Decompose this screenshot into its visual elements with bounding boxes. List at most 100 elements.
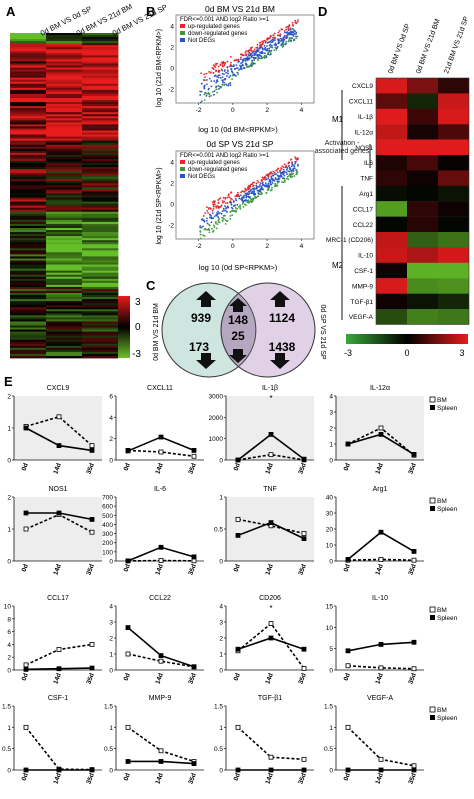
scatter-point <box>249 197 252 200</box>
chart-title: CCL22 <box>149 595 171 602</box>
scatter-point <box>200 90 203 93</box>
scatter-point <box>208 93 211 96</box>
scatter-point <box>203 99 206 101</box>
chart-ytick-label: 2 <box>109 636 113 643</box>
heatmap-a-cell <box>82 144 119 148</box>
scatter-point <box>236 191 239 194</box>
heatmap-a-cell <box>10 323 47 326</box>
legend-spleen-label: Spleen <box>437 615 458 622</box>
heatmap-a-cell <box>10 347 47 351</box>
heatmap-a-cell <box>10 169 47 172</box>
heatmap-a-cell <box>46 144 83 148</box>
scatter-point <box>221 216 224 219</box>
heatmap-a-cell <box>10 142 47 146</box>
scatter-point <box>247 199 250 202</box>
scatter-point <box>232 74 234 77</box>
scatter-point <box>225 211 228 213</box>
chart-ytick-label: 1 <box>219 652 223 659</box>
chart-title: IL-10 <box>372 595 388 602</box>
heatmap-a-cell <box>82 347 119 351</box>
scatter-point <box>235 211 237 213</box>
scatter-point <box>240 62 243 64</box>
scatter-point <box>293 32 296 35</box>
chart-ytick-label: 1 <box>329 725 333 732</box>
heatmap-d-cell <box>376 278 407 294</box>
series-point-spleen <box>301 536 307 541</box>
series-point-spleen <box>301 646 307 652</box>
scatter-point <box>257 192 260 194</box>
heatmap-a-cell <box>10 248 47 251</box>
heatmap-d-scale-tick-max: 3 <box>459 348 464 358</box>
venn-mid-down-count: 25 <box>231 329 245 343</box>
scatter-point <box>215 206 218 209</box>
scatter-point <box>226 69 229 72</box>
heatmap-a-cell <box>10 305 47 308</box>
scatter-point <box>229 84 232 86</box>
heatmap-a-cell <box>46 130 83 133</box>
scatter-bottom-xlabel: log 10 (0d SP<RPKM>) <box>199 263 278 272</box>
heatmap-a-cell <box>82 110 119 113</box>
panel-letter-b: B <box>146 4 155 19</box>
heatmap-d-gene-label: IL-12α <box>354 129 373 136</box>
scatter-point <box>259 51 261 54</box>
scatter-point <box>242 195 245 198</box>
series-point-spleen <box>191 761 197 766</box>
heatmap-a-cell <box>46 136 83 140</box>
heatmap-a-cell <box>46 179 83 182</box>
scatter-point <box>199 231 202 233</box>
chart-ytick-label: 10 <box>4 604 12 611</box>
heatmap-a-cell <box>46 266 83 270</box>
scatter-point <box>269 189 272 192</box>
heatmap-a-cell <box>82 272 119 276</box>
venn-mid-up-count: 148 <box>228 313 248 327</box>
arrow-down-icon <box>270 353 290 369</box>
scatter-point <box>255 184 258 187</box>
heatmap-a-cell <box>46 181 83 184</box>
heatmap-a-cell <box>82 41 119 44</box>
heatmap-a-cell <box>10 171 47 174</box>
heatmap-a-cell <box>46 317 83 320</box>
chart-xtick-label: 0d <box>123 563 132 573</box>
chart-ytick-label: 2 <box>7 655 11 662</box>
heatmap-a-cell <box>82 49 119 52</box>
scatter-point <box>217 199 219 201</box>
chart-background <box>226 396 314 460</box>
scatter-point <box>215 64 217 66</box>
chart-ytick-label: 0 <box>7 458 11 465</box>
heatmap-a-cell <box>46 59 83 62</box>
scatter-point <box>210 221 213 224</box>
scatter-point <box>234 207 237 209</box>
scatter-point <box>294 19 296 22</box>
line-chart-cd206: CD206 4 3 2 1 0 0d 14d 35d * <box>219 595 314 685</box>
scatter-point <box>241 63 244 66</box>
scatter-point <box>226 60 229 63</box>
heatmap-d-cell <box>438 78 469 94</box>
series-line-bm <box>25 415 93 447</box>
chart-xtick-label: 0d <box>123 462 132 472</box>
scatter-point <box>247 193 250 196</box>
scatter-point <box>212 207 215 210</box>
series-point-spleen <box>89 447 95 453</box>
scatter-point <box>259 183 261 186</box>
heatmap-a-cell <box>10 132 47 135</box>
scatter-top-legend-up: up-regulated genes <box>188 24 240 30</box>
heatmap-d-gene-label: CSF-1 <box>354 268 373 275</box>
scatter-point <box>294 156 297 158</box>
heatmap-a-cell <box>10 124 47 127</box>
heatmap-a-cell <box>82 317 119 320</box>
scatter-point <box>221 220 224 222</box>
scatter-point <box>285 34 288 37</box>
scatter-point <box>242 58 244 61</box>
heatmap-a-cell <box>82 98 119 101</box>
chart-ytick-label: 40 <box>326 495 334 502</box>
heatmap-a-cell <box>46 110 83 113</box>
scatter-point <box>221 84 224 86</box>
heatmap-a-cell <box>46 106 83 109</box>
scatter-point <box>253 48 256 51</box>
chart-ytick-label: 1.5 <box>214 704 223 711</box>
scatter-point <box>285 40 288 43</box>
scatter-point <box>205 92 207 95</box>
scatter-point <box>271 40 274 43</box>
heatmap-a-cell <box>46 116 83 119</box>
heatmap-a-cell <box>82 260 119 263</box>
